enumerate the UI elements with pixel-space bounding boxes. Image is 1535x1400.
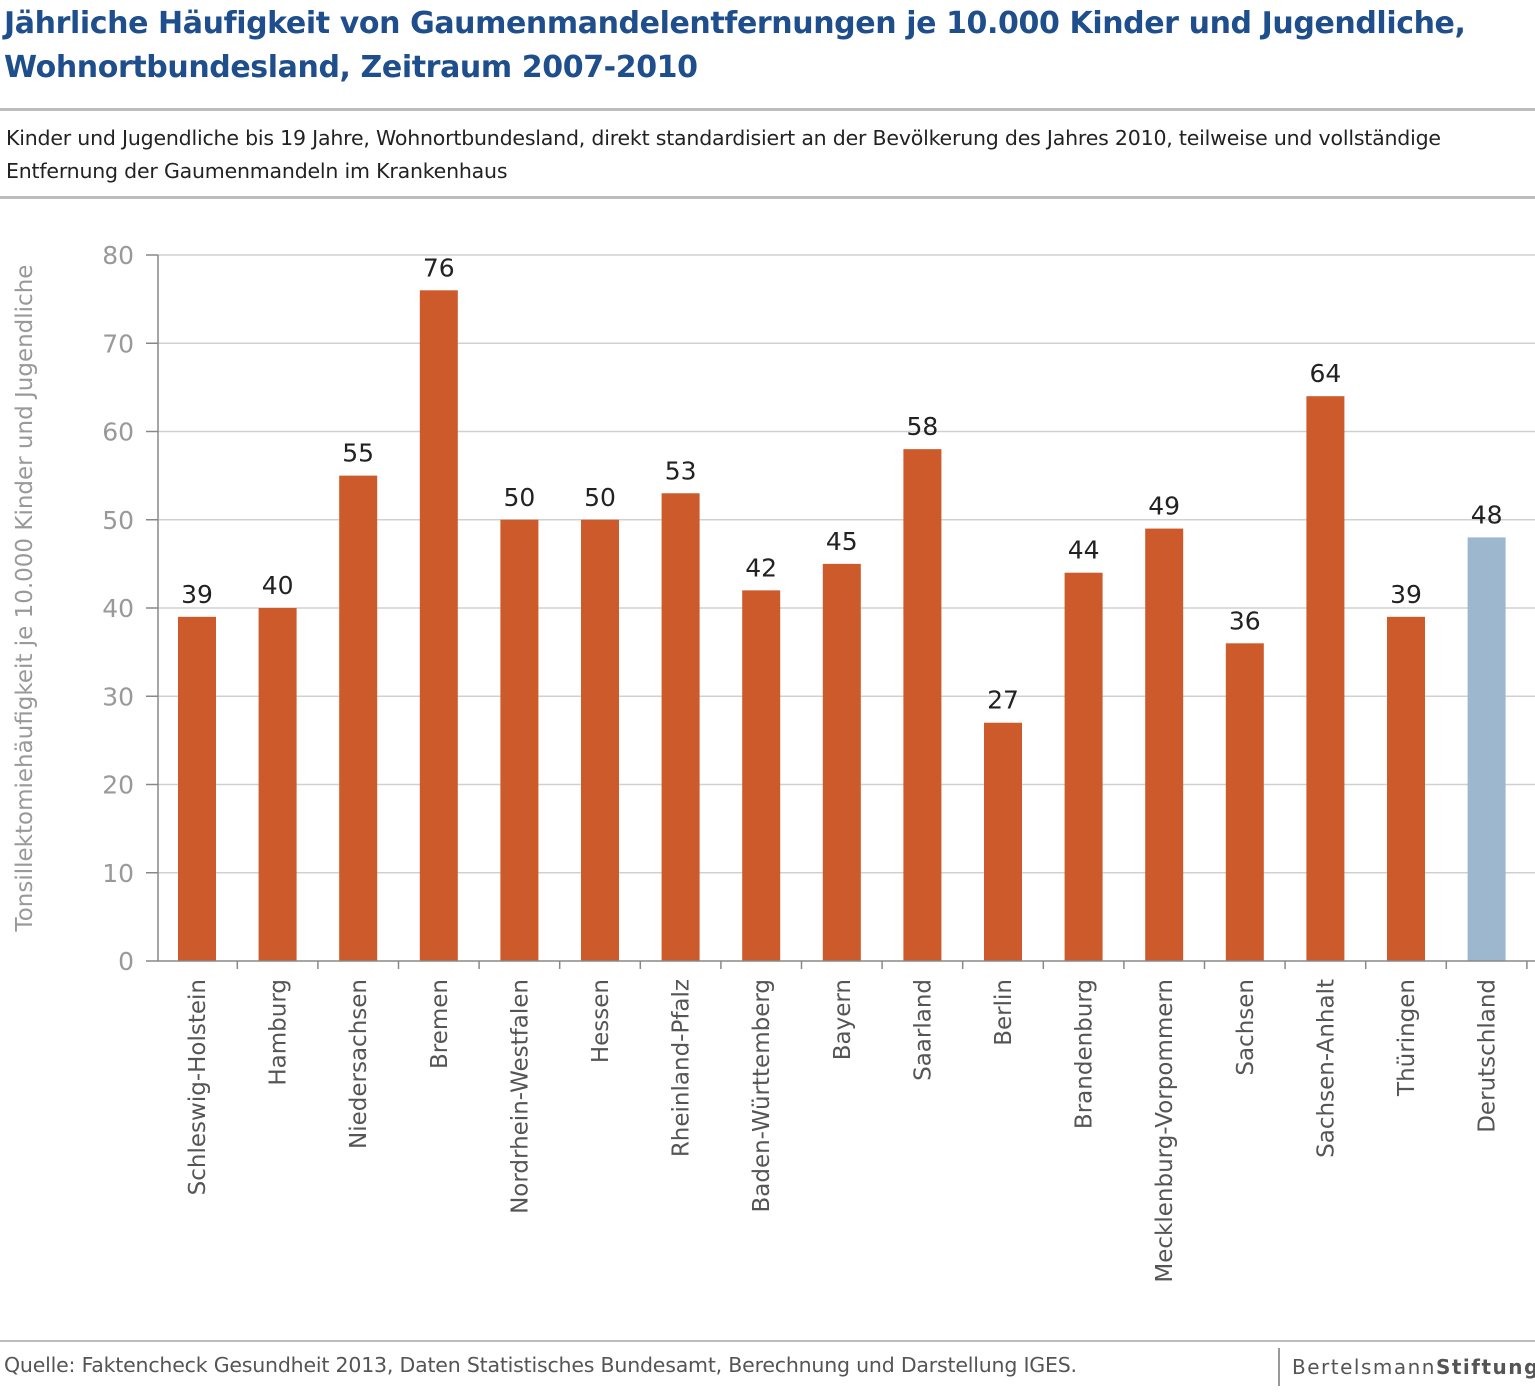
x-tick-label: Hamburg xyxy=(266,979,292,1086)
data-label: 45 xyxy=(826,527,858,556)
data-label: 40 xyxy=(262,571,294,600)
bar xyxy=(742,590,781,961)
x-tick-label: Thüringen xyxy=(1394,979,1420,1097)
x-tick-label: Baden-Württemberg xyxy=(749,979,775,1213)
x-tick-label: Niedersachsen xyxy=(346,979,372,1149)
data-label: 42 xyxy=(745,553,777,582)
y-tick-label: 0 xyxy=(118,947,134,976)
y-tick-label: 70 xyxy=(102,329,134,358)
x-tick-label: Sachsen xyxy=(1233,979,1259,1076)
x-tick-label: Brandenburg xyxy=(1072,979,1098,1129)
bars xyxy=(178,290,1506,961)
bar xyxy=(1225,643,1264,961)
logo-text-bertelsmann: Bertelsmann xyxy=(1292,1355,1436,1379)
x-tick-label: Bremen xyxy=(427,979,453,1069)
bar xyxy=(1387,616,1425,961)
data-label: 36 xyxy=(1229,606,1261,635)
data-label: 39 xyxy=(181,580,213,609)
bar xyxy=(984,722,1022,961)
subtitle-divider xyxy=(0,196,1535,199)
y-tick-label: 40 xyxy=(102,594,134,623)
x-tick-label: Schleswig-Holstein xyxy=(185,979,211,1195)
data-label: 76 xyxy=(423,253,455,282)
data-label: 48 xyxy=(1471,500,1503,529)
data-label: 58 xyxy=(906,412,938,441)
bar xyxy=(1467,537,1506,961)
bar-chart: 39 40 55 76 50 50 53 42 45 58 27 44 49 36 64 39 48 0 10 20… xyxy=(12,241,1535,1283)
x-tick-label: Derutschland xyxy=(1475,979,1501,1133)
y-tick-label: 20 xyxy=(102,771,134,800)
bar xyxy=(500,519,539,961)
bar xyxy=(1145,528,1184,961)
data-label: 44 xyxy=(1068,536,1100,565)
bar xyxy=(339,475,378,961)
footer-divider xyxy=(0,1340,1535,1342)
category-labels: Schleswig-Holstein Hamburg Niedersachsen Br… xyxy=(185,979,1501,1283)
bar xyxy=(661,493,700,961)
value-labels: 39 40 55 76 50 50 53 42 45 58 27 44 49 36 64 39 48 xyxy=(181,253,1502,714)
data-label: 55 xyxy=(342,439,374,468)
bar xyxy=(419,290,458,961)
bar xyxy=(1306,396,1345,961)
logo-text-stiftung: Stiftung xyxy=(1435,1355,1535,1379)
y-axis-label: Tonsillektomiehäufigkeit je 10.000 Kinde… xyxy=(12,265,38,933)
x-tick-label: Hessen xyxy=(588,979,614,1063)
x-tick-label: Mecklenburg-Vorpommern xyxy=(1152,979,1178,1283)
chart-subtitle: Kinder und Jugendliche bis 19 Jahre, Woh… xyxy=(6,126,1441,183)
x-tick-label: Bayern xyxy=(830,979,856,1060)
bar xyxy=(1064,572,1103,961)
y-tick-label: 60 xyxy=(102,418,134,447)
x-tick-label: Nordrhein-Westfalen xyxy=(507,979,533,1214)
axes: 0 10 20 30 40 50 60 70 80 xyxy=(102,241,1535,976)
y-tick-label: 30 xyxy=(102,682,134,711)
source-note: Quelle: Faktencheck Gesundheit 2013, Dat… xyxy=(4,1353,1077,1377)
bertelsmann-stiftung-logo: BertelsmannStiftung xyxy=(1278,1348,1535,1386)
bar xyxy=(258,608,297,961)
y-tick-label: 10 xyxy=(102,859,134,888)
bar xyxy=(822,563,861,961)
chart-title: Jährliche Häufigkeit von Gaumenmandelent… xyxy=(4,6,1466,85)
x-tick-label: Sachsen-Anhalt xyxy=(1313,979,1339,1158)
x-tick-label: Rheinland-Pfalz xyxy=(669,979,695,1157)
bar xyxy=(903,449,942,961)
bar xyxy=(178,616,216,961)
x-tick-label: Berlin xyxy=(991,979,1017,1046)
x-tick-label: Saarland xyxy=(910,979,936,1081)
data-label: 50 xyxy=(503,483,535,512)
data-label: 64 xyxy=(1309,359,1341,388)
data-label: 50 xyxy=(584,483,616,512)
y-tick-label: 50 xyxy=(102,506,134,535)
data-label: 53 xyxy=(665,456,697,485)
data-label: 49 xyxy=(1148,492,1180,521)
data-label: 27 xyxy=(987,686,1019,715)
data-label: 39 xyxy=(1390,580,1422,609)
bar xyxy=(581,519,619,961)
title-divider xyxy=(0,108,1535,111)
y-tick-label: 80 xyxy=(102,241,134,270)
